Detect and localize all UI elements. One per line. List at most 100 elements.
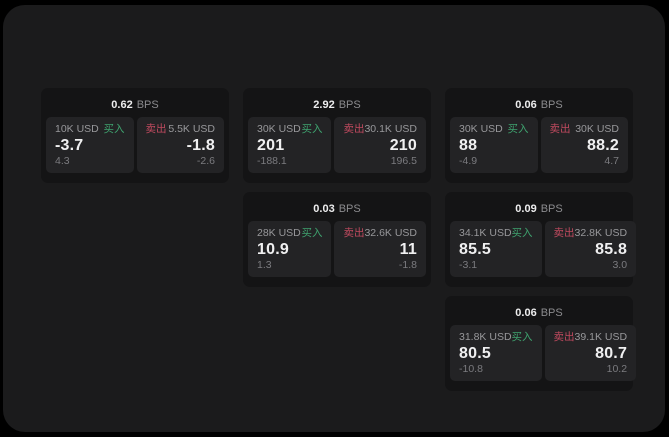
card-body: 31.8K USD 买入 80.5 -10.8 卖出 39.1K USD 80.… <box>450 325 637 381</box>
bps-unit-label: BPS <box>136 99 159 111</box>
buy-delta: -3.1 <box>459 259 478 271</box>
sell-side-label: 卖出 <box>553 331 575 343</box>
sell-delta: -2.6 <box>196 155 215 167</box>
buy-side-label: 买入 <box>301 227 323 239</box>
bps-value: 2.92 <box>313 99 335 111</box>
card-header: 0.06 BPS <box>450 93 628 117</box>
buy-amount: 31.8K USD <box>459 331 512 343</box>
sell-price: 88.2 <box>587 136 619 154</box>
sell-quote-button[interactable]: 卖出 32.6K USD 11 -1.8 <box>334 221 426 277</box>
buy-price: 88 <box>459 136 478 154</box>
bps-unit-label: BPS <box>540 203 563 215</box>
sell-amount: 30.1K USD <box>364 123 417 135</box>
bps-value: 0.03 <box>313 203 335 215</box>
sell-panel-top: 卖出 39.1K USD <box>554 331 628 344</box>
sell-side-label: 卖出 <box>343 123 365 135</box>
buy-quote-button[interactable]: 31.8K USD 买入 80.5 -10.8 <box>450 325 542 381</box>
sell-panel-top: 卖出 30.1K USD <box>343 123 417 136</box>
sell-side-label: 卖出 <box>343 227 365 239</box>
sell-amount: 30K USD <box>575 123 619 135</box>
buy-amount: 28K USD <box>257 227 301 239</box>
sell-delta: 196.5 <box>390 155 417 167</box>
sell-panel-top: 卖出 32.6K USD <box>343 227 417 240</box>
quote-card: 0.06 BPS 31.8K USD 买入 80.5 -10.8 卖出 39.1… <box>445 296 637 391</box>
sell-side-label: 卖出 <box>549 123 571 135</box>
buy-panel-top: 28K USD 买入 <box>257 227 322 240</box>
sell-panel-top: 卖出 32.8K USD <box>554 227 628 240</box>
buy-quote-button[interactable]: 28K USD 买入 10.9 1.3 <box>248 221 332 277</box>
sell-panel-top: 卖出 5.5K USD <box>146 123 216 136</box>
buy-delta: 1.3 <box>257 259 272 271</box>
card-header: 0.62 BPS <box>46 93 224 117</box>
sell-quote-button[interactable]: 卖出 39.1K USD 80.7 10.2 <box>544 325 637 381</box>
bps-value: 0.06 <box>515 99 537 111</box>
sell-amount: 32.8K USD <box>574 227 628 239</box>
sell-price: 85.8 <box>595 240 628 258</box>
sell-side-label: 卖出 <box>145 123 167 135</box>
bps-value: 0.06 <box>515 307 537 319</box>
buy-side-label: 买入 <box>511 331 533 343</box>
card-body: 28K USD 买入 10.9 1.3 卖出 32.6K USD 11 -1.8 <box>248 221 426 277</box>
card-header: 0.06 BPS <box>450 301 628 325</box>
bps-value: 0.09 <box>515 203 537 215</box>
card-header: 2.92 BPS <box>248 93 426 117</box>
sell-amount: 39.1K USD <box>574 331 628 343</box>
sell-amount: 32.6K USD <box>364 227 417 239</box>
buy-quote-button[interactable]: 30K USD 买入 88 -4.9 <box>450 117 538 173</box>
sell-quote-button[interactable]: 卖出 30.1K USD 210 196.5 <box>334 117 426 173</box>
buy-side-label: 买入 <box>103 123 125 135</box>
buy-delta: 4.3 <box>55 155 70 167</box>
buy-price: 85.5 <box>459 240 491 258</box>
sell-delta: 10.2 <box>606 363 628 375</box>
buy-amount: 30K USD <box>257 123 301 135</box>
buy-delta: -4.9 <box>459 155 478 167</box>
sell-quote-button[interactable]: 卖出 30K USD 88.2 4.7 <box>540 117 628 173</box>
card-body: 30K USD 买入 201 -188.1 卖出 30.1K USD 210 1… <box>248 117 426 173</box>
bps-unit-label: BPS <box>338 99 361 111</box>
buy-side-label: 买入 <box>507 123 529 135</box>
bps-unit-label: BPS <box>540 307 563 319</box>
buy-amount: 34.1K USD <box>459 227 512 239</box>
buy-amount: 30K USD <box>459 123 503 135</box>
quote-card: 0.06 BPS 30K USD 买入 88 -4.9 卖出 30K USD 8… <box>445 88 633 183</box>
sell-delta: -1.8 <box>398 259 417 271</box>
sell-price: 80.7 <box>595 344 628 362</box>
buy-amount: 10K USD <box>55 123 99 135</box>
sell-price: -1.8 <box>186 136 215 154</box>
buy-side-label: 买入 <box>301 123 323 135</box>
quote-card: 0.62 BPS 10K USD 买入 -3.7 4.3 卖出 5.5K USD… <box>41 88 229 183</box>
buy-quote-button[interactable]: 30K USD 买入 201 -188.1 <box>248 117 332 173</box>
buy-quote-button[interactable]: 10K USD 买入 -3.7 4.3 <box>46 117 134 173</box>
sell-delta: 4.7 <box>604 155 619 167</box>
buy-panel-top: 10K USD 买入 <box>55 123 125 136</box>
bps-value: 0.62 <box>111 99 133 111</box>
quote-card: 2.92 BPS 30K USD 买入 201 -188.1 卖出 30.1K … <box>243 88 431 183</box>
buy-price: 80.5 <box>459 344 491 362</box>
sell-quote-button[interactable]: 卖出 32.8K USD 85.8 3.0 <box>544 221 637 277</box>
sell-delta: 3.0 <box>612 259 628 271</box>
sell-panel-top: 卖出 30K USD <box>550 123 620 136</box>
card-header: 0.03 BPS <box>248 197 426 221</box>
buy-delta: -10.8 <box>459 363 483 375</box>
buy-panel-top: 34.1K USD 买入 <box>459 227 533 240</box>
sell-price: 210 <box>389 136 417 154</box>
buy-panel-top: 30K USD 买入 <box>459 123 529 136</box>
buy-price: 10.9 <box>257 240 289 258</box>
quote-card: 0.09 BPS 34.1K USD 买入 85.5 -3.1 卖出 32.8K… <box>445 192 637 287</box>
bps-unit-label: BPS <box>540 99 563 111</box>
buy-panel-top: 31.8K USD 买入 <box>459 331 533 344</box>
bps-unit-label: BPS <box>338 203 361 215</box>
sell-side-label: 卖出 <box>553 227 575 239</box>
sell-price: 11 <box>399 240 417 258</box>
sell-amount: 5.5K USD <box>168 123 215 135</box>
app-window: 0.62 BPS 10K USD 买入 -3.7 4.3 卖出 5.5K USD… <box>3 5 665 432</box>
quotes-grid: 0.62 BPS 10K USD 买入 -3.7 4.3 卖出 5.5K USD… <box>3 5 665 432</box>
quote-card: 0.03 BPS 28K USD 买入 10.9 1.3 卖出 32.6K US… <box>243 192 431 287</box>
buy-side-label: 买入 <box>511 227 533 239</box>
buy-delta: -188.1 <box>257 155 287 167</box>
card-body: 34.1K USD 买入 85.5 -3.1 卖出 32.8K USD 85.8… <box>450 221 637 277</box>
buy-quote-button[interactable]: 34.1K USD 买入 85.5 -3.1 <box>450 221 542 277</box>
sell-quote-button[interactable]: 卖出 5.5K USD -1.8 -2.6 <box>136 117 224 173</box>
buy-panel-top: 30K USD 买入 <box>257 123 322 136</box>
card-body: 30K USD 买入 88 -4.9 卖出 30K USD 88.2 4.7 <box>450 117 628 173</box>
